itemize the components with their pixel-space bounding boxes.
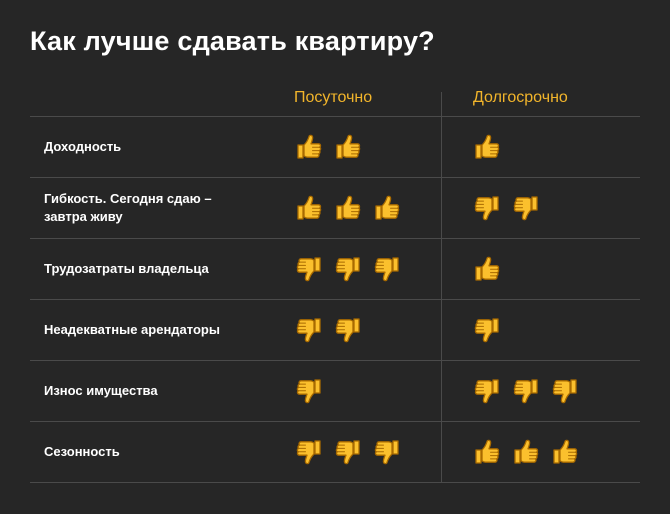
row-label: Сезонность: [44, 444, 120, 459]
table-row: Трудозатраты владельца: [30, 238, 640, 299]
thumbs-down-icon: [511, 193, 541, 223]
thumbs-down-icon: [372, 437, 402, 467]
rating-longterm: [472, 315, 511, 345]
rating-longterm: [472, 376, 589, 406]
thumbs-up-icon: [472, 254, 502, 284]
table-row: Гибкость. Сегодня сдаю – завтра живу: [30, 177, 640, 238]
thumbs-down-icon: [333, 315, 363, 345]
page-title: Как лучше сдавать квартиру?: [30, 26, 435, 56]
thumbs-up-icon: [511, 437, 541, 467]
row-label: Износ имущества: [44, 383, 158, 398]
rating-longterm: [472, 437, 589, 467]
thumbs-down-icon: [294, 437, 324, 467]
row-label: Неадекватные арендаторы: [44, 322, 220, 337]
thumbs-down-icon: [550, 376, 580, 406]
rating-daily: [294, 254, 411, 284]
thumbs-down-icon: [333, 254, 363, 284]
thumbs-down-icon: [294, 254, 324, 284]
thumbs-down-icon: [294, 315, 324, 345]
thumbs-up-icon: [472, 132, 502, 162]
rating-daily: [294, 132, 372, 162]
rating-longterm: [472, 132, 511, 162]
thumbs-up-icon: [333, 193, 363, 223]
thumbs-down-icon: [472, 193, 502, 223]
thumbs-down-icon: [472, 376, 502, 406]
table-row: Сезонность: [30, 421, 640, 483]
thumbs-up-icon: [333, 132, 363, 162]
rating-longterm: [472, 254, 511, 284]
thumbs-down-icon: [294, 376, 324, 406]
column-header-longterm: Долгосрочно: [473, 89, 568, 106]
row-label: Трудозатраты владельца: [44, 261, 209, 276]
thumbs-up-icon: [294, 193, 324, 223]
row-label: Гибкость. Сегодня сдаю – завтра живу: [44, 191, 212, 224]
rating-daily: [294, 193, 411, 223]
table-row: Доходность: [30, 116, 640, 177]
column-divider: [441, 92, 442, 482]
table-row: Износ имущества: [30, 360, 640, 421]
thumbs-up-icon: [472, 437, 502, 467]
thumbs-up-icon: [372, 193, 402, 223]
table-row: Неадекватные арендаторы: [30, 299, 640, 360]
thumbs-up-icon: [550, 437, 580, 467]
rating-daily: [294, 315, 372, 345]
rating-longterm: [472, 193, 550, 223]
thumbs-down-icon: [372, 254, 402, 284]
rating-daily: [294, 437, 411, 467]
thumbs-up-icon: [294, 132, 324, 162]
rating-daily: [294, 376, 333, 406]
column-header-daily: Посуточно: [294, 89, 373, 106]
thumbs-down-icon: [333, 437, 363, 467]
row-label: Доходность: [44, 139, 122, 154]
thumbs-down-icon: [472, 315, 502, 345]
thumbs-down-icon: [511, 376, 541, 406]
